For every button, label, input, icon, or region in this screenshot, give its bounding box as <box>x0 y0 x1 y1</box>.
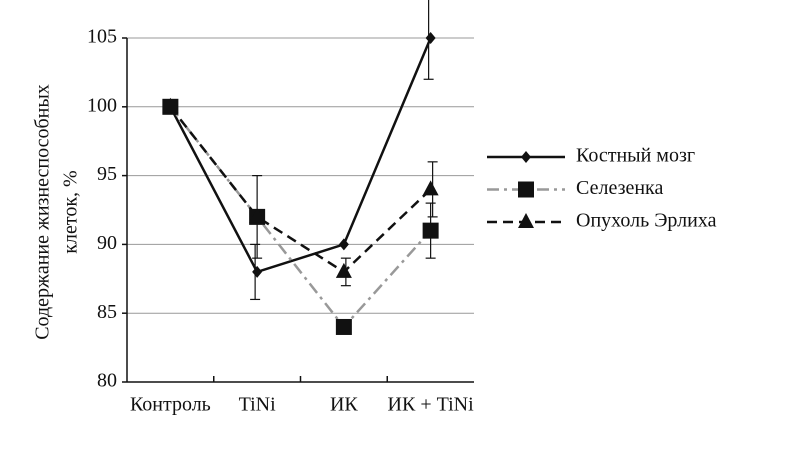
legend-label: Костный мозг <box>576 145 695 167</box>
marker <box>162 97 179 113</box>
marker <box>422 222 439 239</box>
y-label-line: Содержание жизнеспособных <box>32 84 54 340</box>
series-line <box>169 106 432 329</box>
marker <box>425 32 436 44</box>
y-axis-title: Содержание жизнеспособных клеток, % <box>32 84 82 340</box>
x-tick-label: ИК <box>330 394 358 416</box>
x-tick-label: Контроль <box>130 394 211 416</box>
marker <box>338 238 349 251</box>
marker <box>422 180 439 196</box>
marker <box>335 262 352 278</box>
marker <box>518 213 534 228</box>
y-tick-label: 80 <box>97 370 117 392</box>
legend-label: Селезенка <box>576 177 663 199</box>
y-tick-label: 90 <box>97 232 117 254</box>
marker <box>335 318 352 335</box>
y-tick-label: 105 <box>87 26 117 48</box>
y-tick-label: 85 <box>97 301 117 323</box>
y-label-line: клеток, % <box>60 170 82 253</box>
marker <box>249 207 266 223</box>
marker <box>521 151 531 163</box>
series-line <box>169 106 432 274</box>
y-tick-label: 100 <box>87 94 117 116</box>
x-tick-label: ИК + TiNi <box>388 394 475 416</box>
series-line <box>169 37 432 274</box>
legend-label: Опухоль Эрлиха <box>576 210 717 232</box>
y-tick-label: 95 <box>97 163 117 185</box>
x-tick-label: TiNi <box>239 394 277 416</box>
marker <box>252 265 263 278</box>
marker <box>518 181 534 198</box>
